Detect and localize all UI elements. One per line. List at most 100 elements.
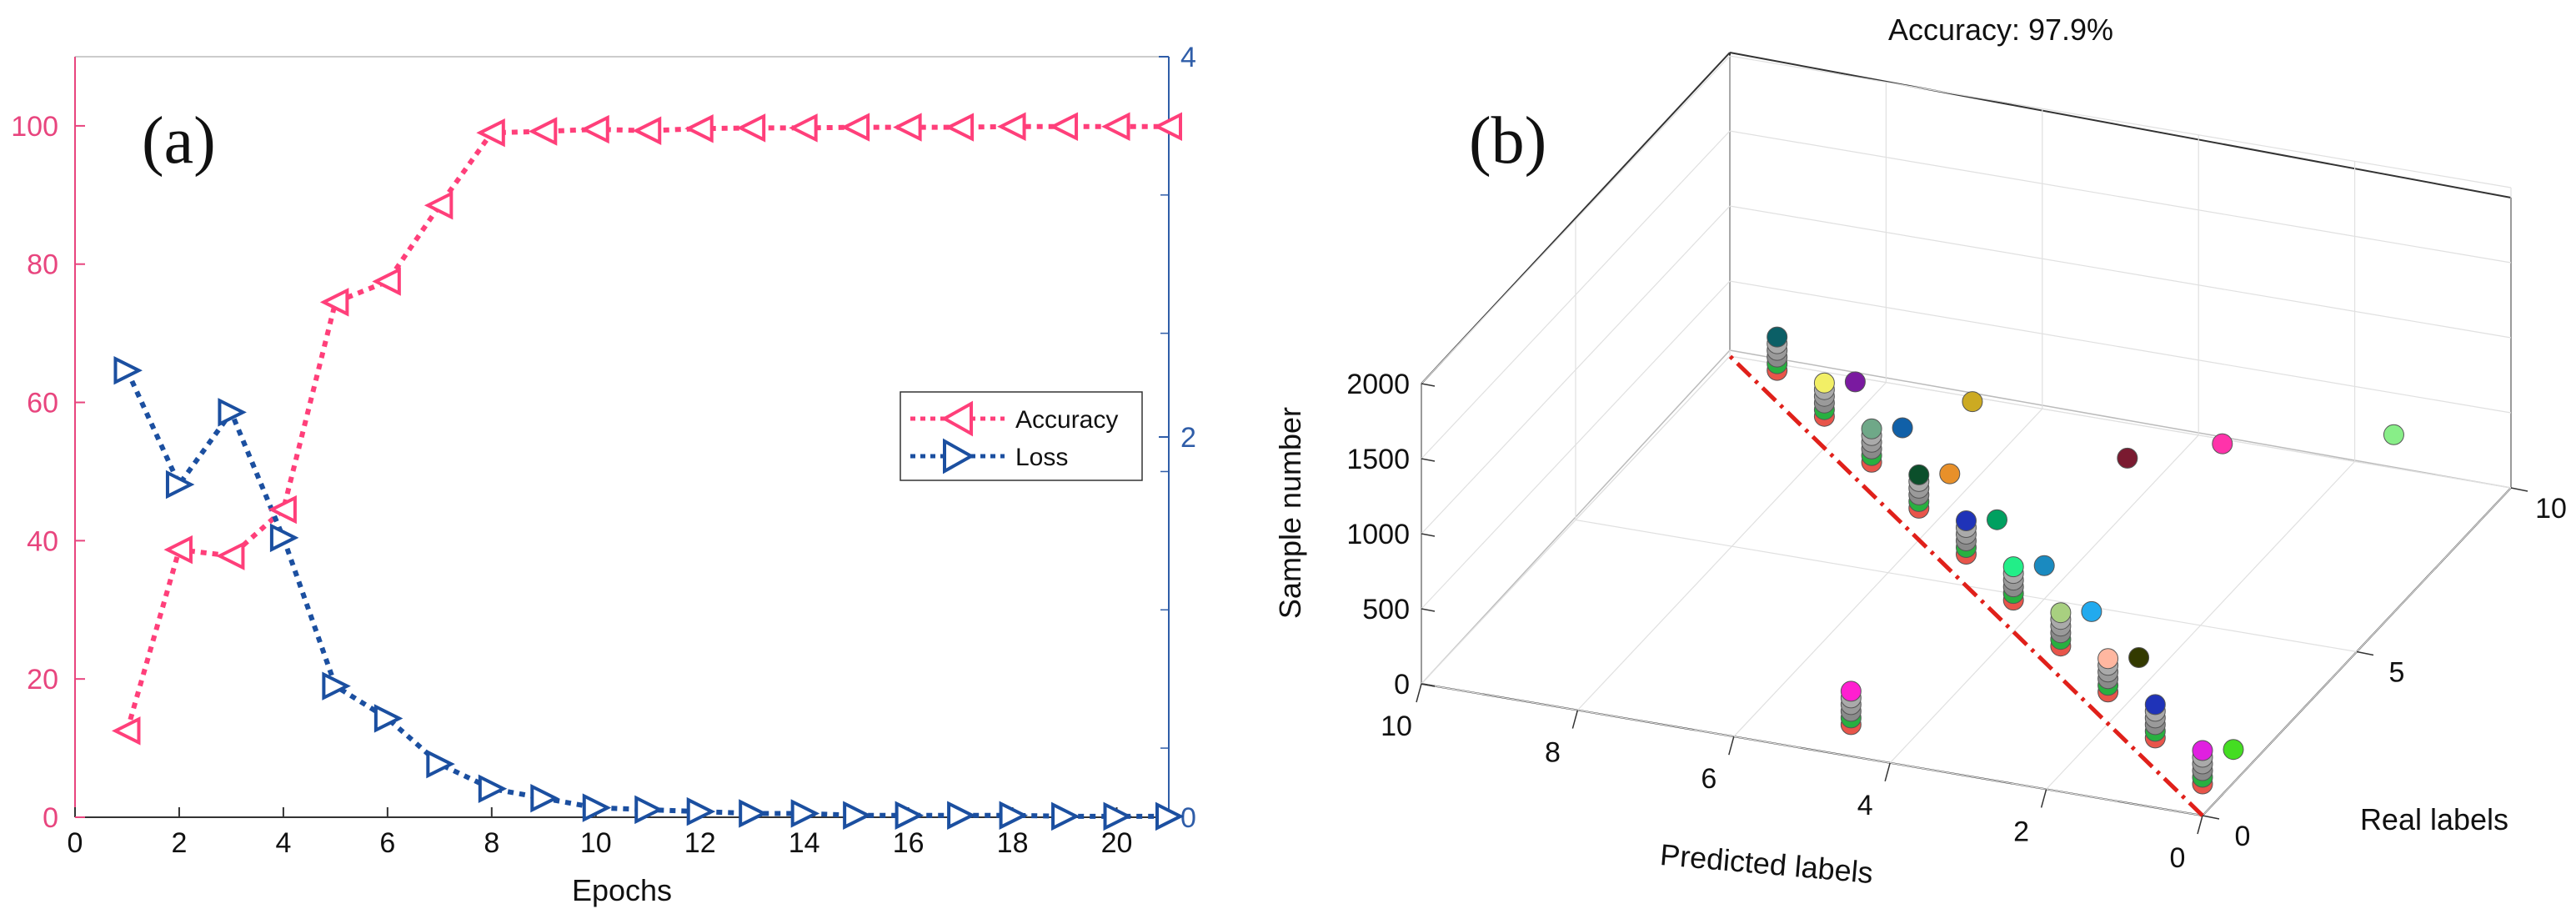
right-y-tick-label: 4	[1180, 42, 1196, 73]
x-tick	[2197, 815, 2203, 835]
wall-grid-line	[1421, 205, 2512, 535]
x-tick-label: 12	[684, 827, 716, 859]
x-tick-label: 8	[1545, 737, 1561, 769]
marker-accuracy	[997, 112, 1026, 141]
marker-accuracy	[163, 535, 193, 565]
marker-loss	[478, 774, 508, 804]
x-axis-title: Epochs	[572, 873, 672, 907]
left-y-tick-label: 100	[11, 111, 58, 143]
z-tick	[1421, 533, 1436, 537]
marker-loss	[582, 793, 612, 822]
marker-loss	[1103, 801, 1132, 831]
marker-loss	[1155, 801, 1185, 831]
z-tick-label: 2000	[1346, 369, 1410, 400]
y-tick-label: 0	[2235, 821, 2251, 852]
marker-loss	[739, 799, 768, 828]
marker-accuracy	[684, 113, 714, 143]
marker-accuracy	[580, 114, 609, 144]
x-tick-label: 18	[997, 827, 1029, 859]
x-tick-label: 4	[275, 827, 291, 859]
marker-accuracy	[476, 118, 505, 148]
stack-top-point	[1813, 372, 1835, 394]
stack-top-point	[1861, 418, 1882, 439]
floor-grid-line	[1421, 683, 2203, 816]
stack-top-point	[2144, 694, 2166, 716]
marker-loss	[634, 795, 664, 825]
marker-accuracy	[736, 113, 766, 143]
x-tick-label: 10	[1381, 711, 1412, 742]
marker-loss	[218, 398, 247, 427]
marker-accuracy	[1153, 112, 1182, 141]
legend: Accuracy Loss	[900, 391, 1143, 481]
misclassified-point	[2081, 600, 2102, 622]
x-tick-label: 4	[1857, 790, 1873, 821]
z-tick-label: 500	[1362, 594, 1410, 625]
stack-top-point	[2002, 556, 2024, 578]
x-tick-label: 0	[2170, 842, 2186, 874]
x-tick-label: 16	[893, 827, 925, 859]
y-tick-label: 10	[2535, 493, 2567, 525]
sample-stack	[1861, 418, 1882, 473]
panel-label-a: (a)	[142, 104, 216, 178]
legend-box	[900, 391, 1143, 481]
marker-accuracy	[632, 116, 662, 145]
x-tick	[1884, 762, 1891, 781]
sample-stack	[2097, 648, 2119, 703]
x-tick-label: 8	[484, 827, 499, 859]
y-tick	[2510, 487, 2528, 492]
misclassified-point	[2223, 739, 2244, 761]
marker-accuracy	[1049, 112, 1079, 141]
marker-loss	[686, 796, 716, 826]
misclassified-point	[1939, 463, 1961, 485]
marker-loss	[322, 671, 351, 701]
marker-accuracy	[215, 541, 245, 570]
misclassified-point	[2128, 647, 2150, 668]
y-tick	[2202, 815, 2220, 820]
misclassified-point	[2383, 424, 2404, 445]
marker-accuracy	[528, 117, 558, 146]
left-y-tick-label: 40	[27, 525, 58, 557]
wall-grid-line	[1421, 355, 2512, 685]
left-y-tick-label: 0	[43, 802, 58, 834]
z-tick	[1421, 383, 1436, 387]
marker-loss	[530, 783, 559, 813]
stack-top-point	[1956, 510, 1977, 531]
legend-accuracy-marker	[940, 400, 973, 437]
stack-top-point	[1840, 680, 1862, 702]
marker-loss	[947, 801, 976, 830]
marker-accuracy	[268, 495, 297, 525]
misclassified-point	[1844, 371, 1866, 393]
x-tick-label: 6	[1701, 763, 1716, 795]
left-y-tick-label: 80	[27, 249, 58, 281]
box-frame	[1421, 52, 2512, 816]
misclassified-point	[1962, 391, 1983, 413]
marker-loss	[373, 704, 403, 733]
series-line-accuracy	[124, 123, 1169, 732]
x-tick-label: 20	[1101, 827, 1133, 859]
stack-top-point	[1767, 326, 1788, 348]
x-axis-title: Predicted labels	[1659, 837, 1875, 890]
stack-top-point	[2097, 648, 2119, 670]
sample-stack	[2144, 694, 2166, 749]
right-y-tick-label: 0	[1180, 802, 1196, 834]
marker-accuracy	[372, 267, 401, 296]
misclassified-point	[1987, 509, 2007, 530]
wall-grid-line	[1421, 280, 2512, 610]
legend-loss-marker	[943, 438, 975, 475]
left-y-tick-label: 60	[27, 388, 58, 419]
x-tick	[1728, 736, 1735, 756]
marker-loss	[113, 355, 143, 385]
x-tick-label: 6	[379, 827, 395, 859]
z-tick	[1421, 608, 1436, 612]
misclassified-point	[1892, 417, 1913, 439]
x-tick-label: 14	[789, 827, 820, 859]
x-tick	[1571, 710, 1579, 729]
sample-stack	[1813, 372, 1835, 427]
marker-accuracy	[112, 716, 141, 746]
sample-stack	[1767, 326, 1788, 381]
sample-stack	[1908, 464, 1930, 519]
y-tick	[2356, 650, 2374, 656]
x-tick-label: 0	[68, 827, 83, 859]
y-tick-label: 5	[2389, 657, 2405, 689]
